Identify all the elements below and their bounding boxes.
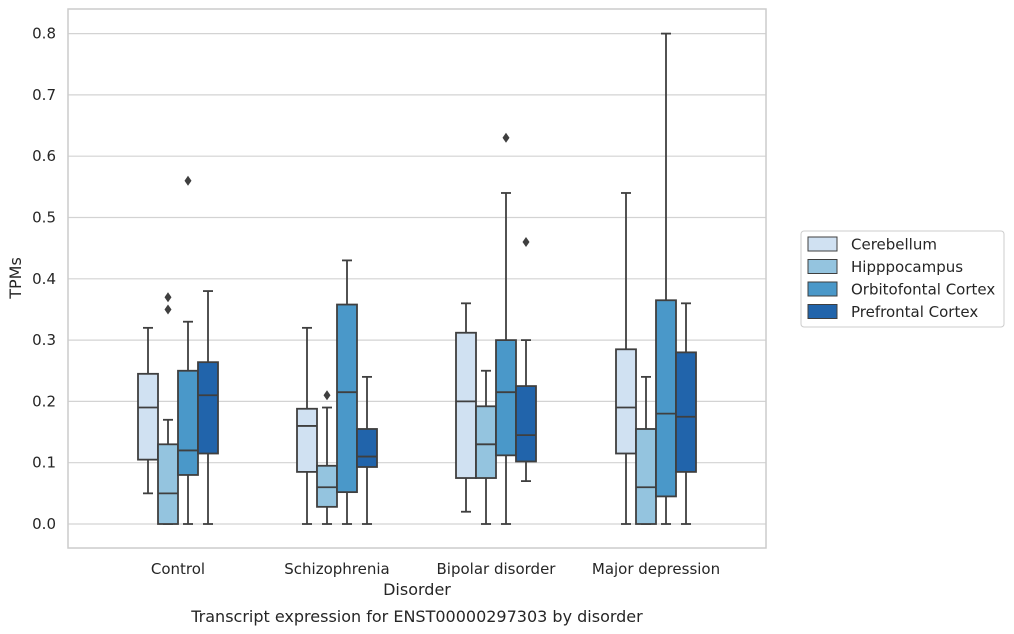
legend: Cerebellum Hipppocampus Orbitofontal Corte… bbox=[800, 230, 1005, 328]
box-body bbox=[197, 361, 219, 455]
legend-label: Hipppocampus bbox=[851, 258, 963, 276]
x-tick-labels: Control Schizophrenia Bipolar disorder Majo… bbox=[151, 560, 720, 578]
y-tick-labels: 0.0 0.1 0.2 0.3 0.4 0.5 0.6 0.7 0.8 bbox=[32, 25, 56, 533]
y-tick-label: 0.0 bbox=[32, 515, 56, 533]
box-hipppocampus bbox=[635, 375, 657, 525]
box-prefrontal-cortex bbox=[515, 237, 537, 482]
y-tick-label: 0.8 bbox=[32, 25, 56, 43]
box-body bbox=[157, 443, 179, 525]
plot-frame bbox=[67, 8, 767, 549]
legend-swatch bbox=[807, 236, 838, 252]
box-body bbox=[137, 372, 159, 461]
y-tick-label: 0.3 bbox=[32, 331, 56, 349]
y-tick-label: 0.5 bbox=[32, 209, 56, 227]
box-prefrontal-cortex bbox=[356, 375, 378, 525]
box-body bbox=[455, 331, 477, 479]
box-body bbox=[515, 385, 537, 463]
box-body bbox=[177, 369, 199, 476]
box-cerebellum bbox=[615, 192, 637, 525]
legend-label: Orbitofontal Cortex bbox=[851, 281, 995, 299]
outlier-point bbox=[164, 304, 172, 315]
x-tick-label: Schizophrenia bbox=[284, 560, 389, 578]
box-hipppocampus bbox=[475, 369, 497, 525]
boxes bbox=[137, 32, 697, 525]
chart-caption: Transcript expression for ENST0000029730… bbox=[190, 607, 643, 626]
box-prefrontal-cortex bbox=[675, 302, 697, 525]
legend-swatch bbox=[807, 304, 838, 319]
legend-label: Prefrontal Cortex bbox=[851, 303, 978, 321]
box-prefrontal-cortex bbox=[197, 290, 219, 525]
y-tick-label: 0.6 bbox=[32, 147, 56, 165]
legend-label: Cerebellum bbox=[851, 236, 937, 254]
box-body bbox=[635, 428, 657, 525]
y-tick-label: 0.2 bbox=[32, 392, 56, 410]
outlier-point bbox=[164, 292, 172, 303]
y-tick-label: 0.4 bbox=[32, 270, 56, 288]
box-cerebellum bbox=[137, 326, 159, 495]
box-body bbox=[336, 303, 358, 494]
x-axis-title: Disorder bbox=[383, 580, 451, 599]
legend-swatch bbox=[807, 281, 838, 297]
legend-swatch bbox=[807, 259, 838, 274]
box-body bbox=[675, 351, 697, 473]
box-hipppocampus bbox=[316, 390, 338, 525]
box-cerebellum bbox=[296, 326, 318, 525]
box-hipppocampus bbox=[157, 292, 179, 525]
box-body bbox=[495, 339, 517, 457]
y-axis-title: TPMs bbox=[6, 257, 25, 300]
outlier-point bbox=[522, 237, 530, 248]
box-body bbox=[316, 464, 338, 508]
y-tick-label: 0.1 bbox=[32, 454, 56, 472]
outlier-point bbox=[502, 132, 510, 143]
box-orbitofontal-cortex bbox=[177, 175, 199, 525]
box-orbitofontal-cortex bbox=[495, 132, 517, 525]
box-body bbox=[655, 299, 677, 498]
outlier-point bbox=[323, 390, 331, 401]
box-orbitofontal-cortex bbox=[336, 259, 358, 525]
y-tick-label: 0.7 bbox=[32, 86, 56, 104]
box-cerebellum bbox=[455, 302, 477, 513]
box-body bbox=[615, 348, 637, 455]
x-tick-label: Major depression bbox=[592, 560, 720, 578]
legend-frame bbox=[800, 230, 1005, 328]
x-tick-label: Bipolar disorder bbox=[437, 560, 557, 578]
outlier-point bbox=[184, 175, 192, 186]
box-body bbox=[296, 407, 318, 473]
box-body bbox=[475, 405, 497, 479]
box-body bbox=[356, 428, 378, 468]
x-tick-label: Control bbox=[151, 560, 205, 578]
